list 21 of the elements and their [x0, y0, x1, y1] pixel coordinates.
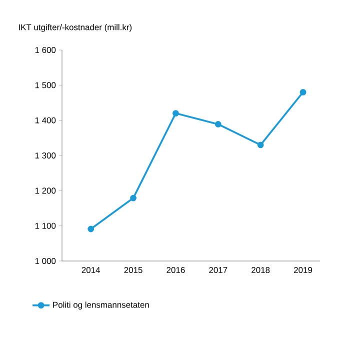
- x-tick-label: 2016: [166, 267, 185, 274]
- x-tick-label: 2019: [294, 267, 312, 274]
- x-tick-label: 2017: [209, 267, 228, 274]
- x-tick-label: 2018: [252, 267, 270, 274]
- point: [214, 121, 222, 128]
- y-tick-label: 1 400: [35, 117, 56, 124]
- y-tick-label: 1 200: [35, 188, 56, 194]
- point: [130, 194, 136, 202]
- y-tick-label: 1 000: [35, 258, 56, 264]
- y-tick-label: 1 100: [35, 222, 56, 229]
- x-tick-label: 2014: [82, 267, 100, 274]
- point: [257, 142, 264, 148]
- point: [300, 89, 306, 96]
- x-tick-label: 2015: [124, 267, 142, 274]
- point: [88, 226, 94, 232]
- y-tick-label: 1 600: [35, 47, 56, 53]
- y-tick-label: 1 300: [35, 152, 56, 158]
- point: [172, 110, 179, 116]
- y-tick-label: 1 500: [35, 82, 56, 88]
- y-axis-title: IKT utgifter/-kostnader (mill.kr): [18, 24, 132, 32]
- legend-label: Politi og lensmannsetaten: [53, 302, 149, 310]
